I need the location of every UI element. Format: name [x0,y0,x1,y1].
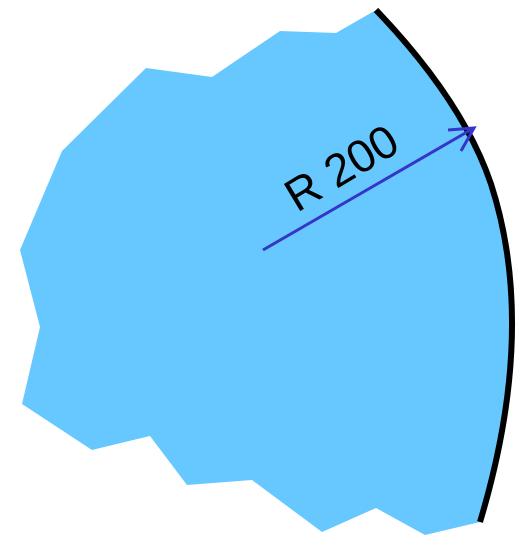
boundary-arc [373,7,515,523]
shaded-region [20,10,513,535]
radius-arrow-head [447,126,477,152]
radius-arrow-shaft [262,126,475,252]
radius-arrow [262,126,477,252]
